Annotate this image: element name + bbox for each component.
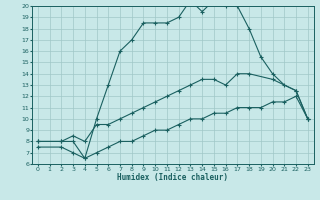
X-axis label: Humidex (Indice chaleur): Humidex (Indice chaleur) [117,173,228,182]
